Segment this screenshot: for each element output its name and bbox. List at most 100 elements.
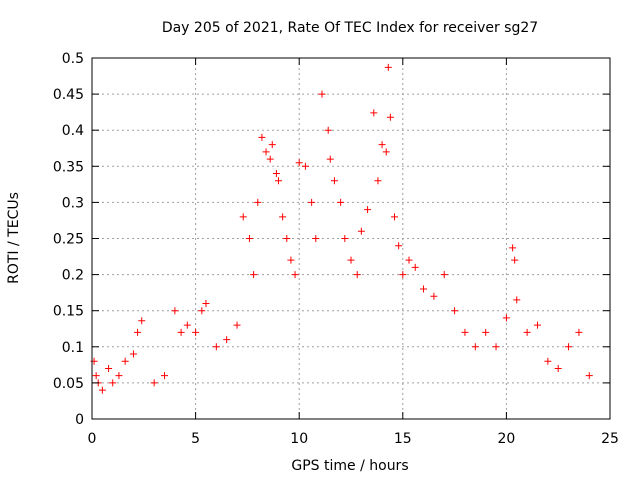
data-point [283,235,291,242]
x-tick-label: 10 [290,431,308,447]
data-point [266,155,274,163]
y-tick-label: 0.45 [53,87,84,103]
data-point [192,328,200,336]
data-point [533,321,541,329]
data-point [318,90,326,98]
data-point [347,256,355,264]
data-point [105,364,113,372]
data-point [177,328,185,336]
y-tick-label: 0.5 [62,51,84,67]
y-tick-labels: 0 0.05 0.1 0.15 0.2 0.25 0.3 0.35 0.4 0.45 0.5 [53,51,84,428]
data-point [202,299,210,307]
data-point [544,357,552,365]
data-point [279,213,287,221]
data-point [378,141,386,149]
y-tick-label: 0.3 [62,195,84,211]
data-point [98,386,106,394]
data-point [115,372,123,380]
y-tick-label: 0.35 [53,159,84,175]
data-point [482,328,490,336]
data-point [212,343,220,351]
data-point [374,177,382,185]
data-point [405,256,413,264]
x-tick-labels: 0 5 10 15 20 25 [88,431,619,447]
y-tick-label: 0.25 [53,232,84,248]
x-tick-label: 5 [191,431,200,447]
data-point [430,292,438,300]
data-point [171,307,179,315]
data-point [502,314,510,322]
grid-lines [92,58,610,419]
data-point [150,379,158,387]
y-tick-label: 0.15 [53,304,84,320]
data-point [386,113,394,121]
data-point [513,296,521,304]
data-point [92,372,100,380]
data-point [565,343,573,351]
data-point [109,379,117,387]
data-point [161,372,169,380]
data-point [341,235,349,242]
data-point [511,256,519,264]
data-point [262,148,270,156]
data-point [312,235,320,242]
data-point [233,321,241,329]
data-point [585,372,593,380]
data-point [121,357,129,365]
data-point [461,328,469,336]
data-point [301,162,309,170]
data-point [295,159,303,167]
data-point [420,285,428,293]
data-point [440,271,448,279]
x-tick-label: 0 [88,431,97,447]
data-point [129,350,137,358]
data-point [183,321,191,329]
data-point [471,343,479,351]
data-point [258,133,266,141]
data-point [138,317,146,325]
data-point [575,328,583,336]
data-point [337,198,345,206]
data-point [268,141,276,149]
data-point [364,206,372,214]
data-point [254,198,262,206]
data-point [399,271,407,279]
data-point [134,328,142,336]
data-point [384,63,392,71]
data-point [272,170,280,178]
y-tick-label: 0 [75,412,84,428]
data-point [509,244,517,252]
x-tick-label: 20 [497,431,515,447]
data-point [382,148,390,156]
data-point [492,343,500,351]
data-point [223,336,231,344]
chart-title: Day 205 of 2021, Rate Of TEC Index for r… [162,20,538,36]
data-point [451,307,459,315]
data-point [411,263,419,271]
data-point [198,307,206,315]
data-point [274,177,282,185]
data-point [395,242,403,250]
data-point [391,213,399,221]
data-point [291,271,299,279]
y-tick-label: 0.05 [53,376,84,392]
data-point [370,109,378,117]
data-point [357,227,365,235]
data-point [250,271,258,279]
y-tick-label: 0.2 [62,268,84,284]
data-point [287,256,295,264]
data-point [326,155,334,163]
data-points [90,63,593,394]
data-point [330,177,338,185]
data-point [324,126,332,134]
y-axis-label: ROTI / TECUs [6,192,22,284]
x-axis-label: GPS time / hours [291,458,408,474]
data-point [554,364,562,372]
axis-ticks [91,57,611,420]
y-tick-label: 0.1 [62,340,84,356]
data-point [239,213,247,221]
x-tick-label: 15 [394,431,412,447]
data-point [353,271,361,279]
y-tick-label: 0.4 [62,123,84,139]
